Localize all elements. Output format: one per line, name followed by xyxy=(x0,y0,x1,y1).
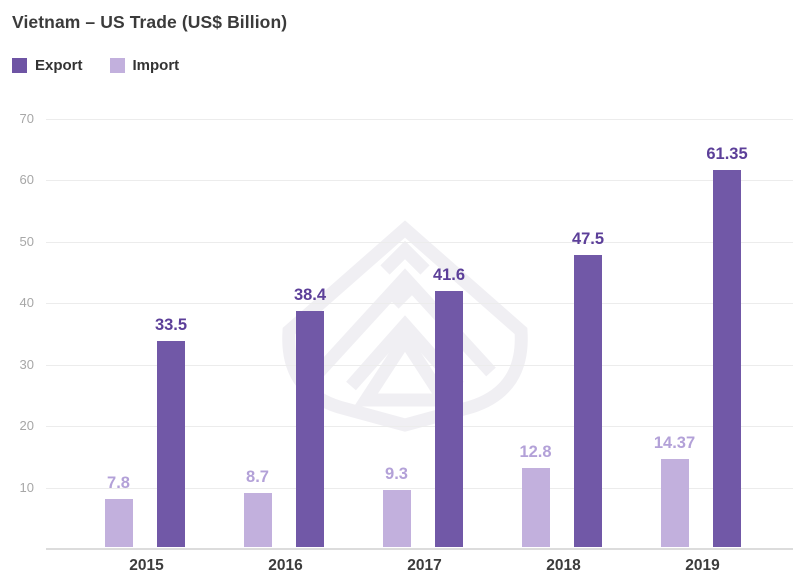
bar-value-label-export-2015: 33.5 xyxy=(154,316,188,334)
bar-import-2015[interactable] xyxy=(104,499,133,547)
bar-value-label-export-2017: 41.6 xyxy=(432,266,466,284)
bar-export-2017[interactable] xyxy=(435,291,463,547)
y-tick-label-60: 60 xyxy=(19,172,34,187)
bar-import-2018[interactable] xyxy=(521,468,550,547)
legend-item-export[interactable]: Export xyxy=(12,57,83,74)
gridline-10 xyxy=(46,487,793,489)
y-tick-label-40: 40 xyxy=(19,295,34,310)
legend-item-import[interactable]: Import xyxy=(109,57,180,74)
chart-title: Vietnam – US Trade (US$ Billion) xyxy=(12,12,288,32)
gridline-60 xyxy=(46,180,793,181)
legend: Export Import xyxy=(12,57,179,74)
gridline-70 xyxy=(46,118,793,120)
bar-import-2016[interactable] xyxy=(243,493,272,547)
bar-export-2016[interactable] xyxy=(296,311,324,547)
bar-value-label-export-2018: 47.5 xyxy=(571,230,605,248)
x-axis-line xyxy=(46,548,793,550)
bar-export-2018[interactable] xyxy=(574,255,602,547)
y-tick-label-20: 20 xyxy=(19,418,34,433)
bar-value-label-import-2017: 9.3 xyxy=(385,465,408,483)
import-swatch-icon xyxy=(109,58,125,73)
x-axis-label-2019: 2019 xyxy=(685,557,720,574)
gridline-30 xyxy=(46,364,793,366)
export-swatch-icon xyxy=(12,58,27,73)
bar-value-label-export-2019: 61.35 xyxy=(706,145,748,163)
x-axis-label-2018: 2018 xyxy=(546,557,581,574)
bar-import-2019[interactable] xyxy=(660,459,689,547)
x-axis-label-2016: 2016 xyxy=(268,557,303,574)
y-tick-label-30: 30 xyxy=(19,356,34,372)
x-axis-label-2015: 2015 xyxy=(129,557,164,574)
legend-label-export: Export xyxy=(35,57,83,74)
bar-value-label-import-2019: 14.37 xyxy=(653,434,696,452)
legend-label-import: Import xyxy=(132,57,180,74)
gridline-40 xyxy=(46,303,793,304)
y-tick-label-10: 10 xyxy=(19,479,34,495)
bar-value-label-import-2016: 8.7 xyxy=(246,468,269,486)
bar-import-2017[interactable] xyxy=(382,490,411,547)
gridline-20 xyxy=(46,426,793,427)
gridline-50 xyxy=(46,241,793,243)
y-tick-label-50: 50 xyxy=(19,233,34,249)
bar-export-2019[interactable] xyxy=(713,170,741,547)
bar-value-label-import-2018: 12.8 xyxy=(519,443,552,461)
x-axis-label-2017: 2017 xyxy=(407,557,442,574)
bar-value-label-export-2016: 38.4 xyxy=(293,286,327,304)
bar-export-2015[interactable] xyxy=(157,341,185,547)
bar-value-label-import-2015: 7.8 xyxy=(107,474,130,492)
y-tick-label-70: 70 xyxy=(19,110,34,126)
